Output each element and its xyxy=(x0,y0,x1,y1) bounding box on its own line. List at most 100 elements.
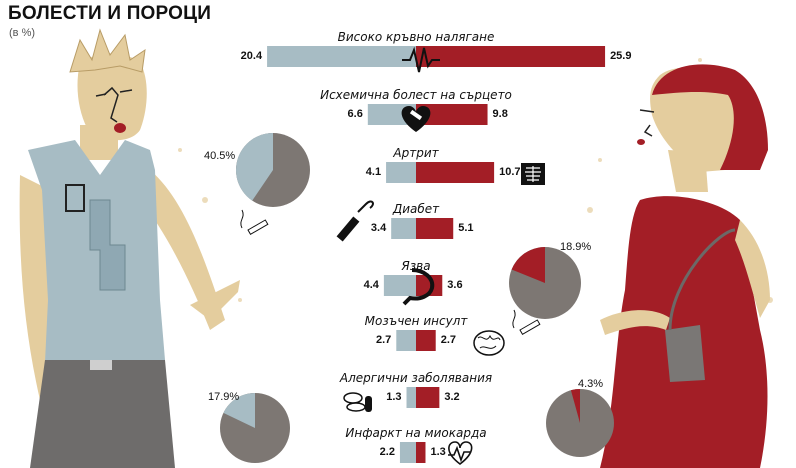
syringe-body xyxy=(336,216,360,242)
cigarette-icon xyxy=(240,209,269,236)
heartbeat-icon xyxy=(448,441,473,466)
paint-splatter xyxy=(598,158,602,162)
man-mouth xyxy=(114,123,126,133)
syringe-icon xyxy=(336,200,374,242)
value-label-left: 4.4 xyxy=(363,279,379,291)
cigarette-icon xyxy=(512,309,541,336)
woman-right-arm xyxy=(735,220,770,318)
paint-splatter xyxy=(178,148,182,152)
bar-left-7 xyxy=(399,442,416,463)
category-label: Високо кръвно налягане xyxy=(337,30,495,44)
pie-slice-1 xyxy=(223,393,255,428)
category-label: Исхемична болест на сърцето xyxy=(320,88,512,102)
paint-splatter xyxy=(587,207,593,213)
pie-label: 17.9% xyxy=(208,391,240,403)
value-label-right: 5.1 xyxy=(458,222,474,234)
cigarette-smoke xyxy=(240,209,244,229)
stomach-shape xyxy=(402,268,435,306)
value-label-right: 3.2 xyxy=(444,391,460,403)
ekg-line xyxy=(402,46,440,73)
bar-left-4 xyxy=(383,275,416,296)
man-right-arm xyxy=(140,170,225,330)
man-shirt-graphic xyxy=(89,199,126,291)
value-label-left: 20.4 xyxy=(240,50,263,62)
xray-ribs xyxy=(525,166,541,182)
man-shirt-print xyxy=(65,184,85,212)
cigarette-smoke xyxy=(512,309,516,329)
bar-right-2 xyxy=(416,162,495,183)
woman-headscarf xyxy=(652,64,768,170)
heartbeat-shape xyxy=(448,441,473,466)
brain-folds xyxy=(477,334,501,349)
syringe-plunger xyxy=(357,200,374,213)
woman-head xyxy=(650,67,741,172)
category-label: Артрит xyxy=(393,146,439,160)
woman-bag-strap xyxy=(668,228,736,331)
heart-bandage xyxy=(409,109,423,121)
ekg-line-icon xyxy=(402,46,440,73)
paint-splatter xyxy=(202,197,208,203)
bar-left-2 xyxy=(386,162,416,183)
man-hand xyxy=(190,280,240,320)
woman-eye xyxy=(639,109,655,113)
pie-label: 40.5% xyxy=(204,150,236,162)
value-label-left: 1.3 xyxy=(386,391,402,403)
cigarette-body xyxy=(519,319,541,336)
man-trousers xyxy=(30,360,175,468)
page-subtitle: (в %) xyxy=(9,27,36,39)
bar-right-3 xyxy=(416,218,454,239)
pie-slice-2 xyxy=(511,247,545,283)
category-label: Инфаркт на миокарда xyxy=(345,426,487,440)
heart-shape xyxy=(401,106,431,132)
pie-label: 18.9% xyxy=(560,241,592,253)
man-shirt xyxy=(28,140,165,362)
man-head xyxy=(77,53,147,141)
category-label: Язва xyxy=(401,259,431,273)
woman-bag xyxy=(665,325,705,382)
man-hair xyxy=(69,28,146,73)
bar-right-7 xyxy=(416,442,426,463)
man-nose xyxy=(103,86,119,123)
bar-right-4 xyxy=(416,275,443,296)
bar-right-0 xyxy=(416,46,606,67)
pie-slice-3 xyxy=(570,388,580,423)
value-label-left: 3.4 xyxy=(370,222,387,234)
pills-icon xyxy=(343,392,372,412)
value-label-right: 2.7 xyxy=(440,334,456,346)
woman-mouth xyxy=(637,139,645,145)
value-label-right: 1.3 xyxy=(430,446,446,458)
category-label: Мозъчен инсулт xyxy=(364,314,468,328)
paint-splatter xyxy=(238,298,242,302)
bar-left-5 xyxy=(396,330,416,351)
value-label-left: 4.1 xyxy=(365,166,382,178)
pie-label: 4.3% xyxy=(578,378,604,390)
woman-nose xyxy=(643,124,653,137)
bar-right-6 xyxy=(416,387,440,408)
stomach-icon xyxy=(402,268,435,306)
category-label: Алергични заболявания xyxy=(339,371,493,385)
woman-arm xyxy=(600,310,670,335)
bar-right-1 xyxy=(416,104,488,125)
value-label-right: 25.9 xyxy=(610,50,632,62)
value-label-left: 6.6 xyxy=(347,108,363,120)
pie-slice-0 xyxy=(236,133,273,201)
bar-left-0 xyxy=(267,46,416,67)
bar-right-5 xyxy=(416,330,436,351)
paint-splatter xyxy=(698,58,702,62)
man-belt-buckle xyxy=(90,360,112,370)
value-label-right: 9.8 xyxy=(492,108,508,120)
cigarette-body xyxy=(247,219,269,236)
man-eyes xyxy=(95,89,133,97)
value-label-right: 10.7 xyxy=(499,166,521,178)
pill-capsule xyxy=(365,396,372,412)
bandaged-heart-icon xyxy=(401,106,431,132)
woman-neck xyxy=(668,150,708,192)
xray-chest-icon xyxy=(521,163,545,185)
value-label-right: 3.6 xyxy=(447,279,463,291)
brain-icon xyxy=(473,330,505,356)
bar-left-6 xyxy=(406,387,416,408)
